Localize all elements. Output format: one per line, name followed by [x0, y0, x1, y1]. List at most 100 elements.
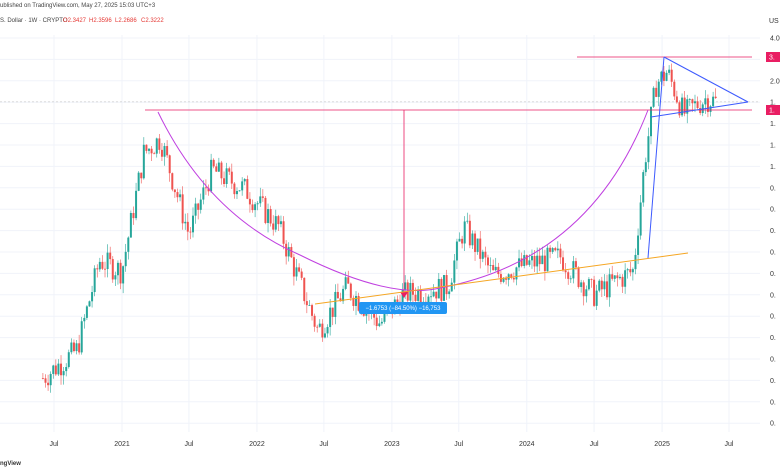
candle-body — [122, 266, 125, 284]
tradingview-logo[interactable]: ngView — [0, 461, 21, 467]
candle-body — [580, 282, 583, 287]
breakout-line[interactable] — [647, 56, 665, 259]
ohlc-low: L2.2686 — [115, 18, 137, 24]
cup-arc[interactable] — [157, 109, 649, 292]
y-tick-label: 0. — [770, 314, 776, 321]
candle-body — [230, 171, 233, 184]
symbol-info: S. Dollar · 1W · CRYPTO — [0, 18, 68, 24]
candle-body — [642, 172, 645, 203]
price-tag — [766, 52, 780, 62]
y-tick-label: 1. — [770, 164, 776, 171]
candle-body — [54, 365, 57, 375]
candle-body — [417, 289, 420, 301]
candle-body — [318, 323, 321, 327]
candle-body — [525, 255, 528, 265]
candle-body — [486, 257, 489, 266]
candle-body — [409, 282, 412, 301]
candle-body — [295, 267, 298, 277]
measure-arrow-head — [400, 292, 408, 298]
candle-body — [67, 352, 70, 368]
candle-body — [85, 306, 88, 318]
measure-label[interactable]: −1.6753 (−84.50%) −16,753 — [359, 302, 447, 314]
candle-body — [248, 198, 251, 205]
candle-body — [668, 69, 671, 73]
candle-body — [80, 321, 83, 353]
candle-body — [158, 138, 161, 150]
candle-body — [326, 327, 329, 334]
candle-body — [197, 203, 200, 210]
candle-body — [119, 262, 122, 284]
support-trendline[interactable] — [314, 252, 689, 305]
candle-body — [714, 96, 717, 99]
x-tick-label: 2023 — [384, 441, 400, 448]
triangle-lower-line[interactable] — [650, 101, 749, 118]
candle-body — [70, 342, 73, 353]
candle-body — [595, 290, 598, 306]
y-tick-label: 0. — [770, 250, 776, 257]
candle-body — [243, 179, 246, 182]
candle-body — [313, 315, 316, 327]
candle-body — [233, 183, 236, 195]
triangle-upper-line[interactable] — [663, 56, 749, 103]
candle-body — [140, 172, 143, 179]
candle-body — [562, 257, 565, 271]
candle-body — [572, 261, 575, 279]
candle-body — [329, 307, 332, 328]
candle-body — [127, 237, 130, 252]
candle-body — [404, 282, 407, 291]
candle-body — [686, 99, 689, 114]
candle-body — [546, 247, 549, 272]
candle-body — [207, 187, 210, 192]
candle-body — [308, 305, 311, 306]
candle-body — [375, 317, 378, 327]
axis-currency-label: US — [769, 18, 779, 25]
candle-body — [220, 162, 223, 179]
candle-body — [549, 247, 552, 252]
candle-body — [515, 267, 518, 280]
candle-body — [507, 274, 510, 280]
candle-body — [285, 243, 288, 257]
candle-body — [419, 289, 422, 303]
candle-body — [652, 87, 655, 107]
candle-body — [142, 144, 145, 179]
candle-body — [683, 97, 686, 114]
candle-body — [600, 280, 603, 290]
candle-body — [336, 291, 339, 299]
candle-body — [484, 251, 487, 258]
candle-body — [712, 96, 715, 107]
candle-body — [179, 194, 182, 198]
candle-body — [282, 221, 285, 244]
candle-body — [494, 266, 497, 271]
candle-body — [303, 277, 306, 302]
candle-body — [681, 97, 684, 116]
candle-body — [673, 81, 676, 97]
candle-body — [339, 298, 342, 302]
candle-body — [709, 106, 712, 112]
candle-body — [104, 268, 107, 270]
y-tick-label: 0. — [770, 292, 776, 299]
candle-body — [129, 212, 132, 238]
published-text: ublished on TradingView.com, May 27, 202… — [0, 3, 156, 9]
candle-body — [145, 144, 148, 151]
candle-body — [637, 235, 640, 255]
candle-body — [215, 166, 218, 172]
candle-body — [225, 168, 228, 184]
candle-body — [538, 255, 541, 265]
candle-body — [474, 233, 477, 252]
candle-body — [629, 269, 632, 273]
y-tick-label: 0. — [770, 399, 776, 406]
candle-body — [543, 255, 546, 272]
y-tick-label: 0. — [770, 185, 776, 192]
candle-body — [505, 278, 508, 280]
candle-body — [471, 233, 474, 246]
candle-body — [621, 276, 624, 287]
candle-body — [166, 146, 169, 156]
candle-body — [98, 261, 101, 270]
candle-body — [468, 220, 471, 246]
candle-body — [626, 269, 629, 271]
candle-body — [57, 363, 60, 375]
candle-body — [223, 178, 226, 184]
candle-body — [453, 260, 456, 283]
y-tick-label: 0. — [770, 421, 776, 428]
